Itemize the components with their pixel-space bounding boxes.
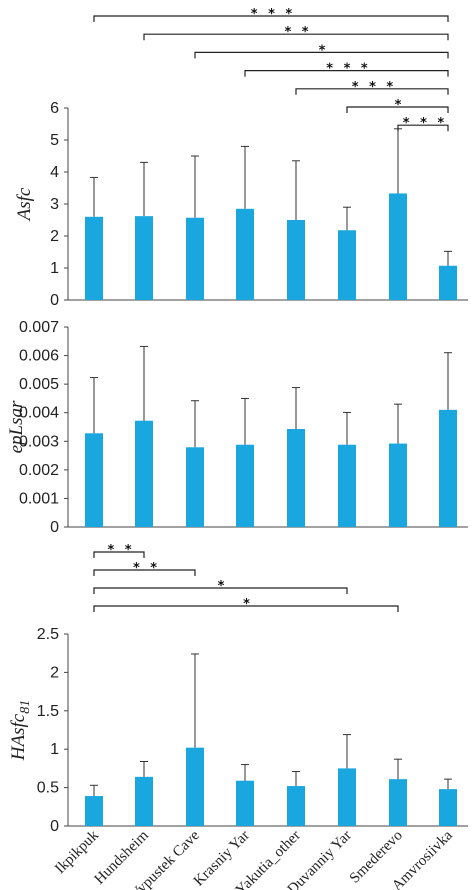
significance-bracket bbox=[143, 33, 449, 41]
bar bbox=[439, 409, 457, 527]
significance-bracket bbox=[93, 569, 196, 576]
y-tick-label: 3 bbox=[50, 196, 59, 213]
significance-bracket bbox=[346, 106, 449, 113]
bar bbox=[389, 443, 407, 527]
bar bbox=[236, 444, 254, 527]
y-tick-label: 1.5 bbox=[37, 703, 59, 720]
bar bbox=[287, 220, 305, 300]
significance-bracket bbox=[93, 551, 145, 558]
bar bbox=[338, 768, 356, 826]
significance-bracket bbox=[244, 70, 449, 77]
y-axis-label-main: epLsar bbox=[6, 400, 27, 453]
significance-bracket bbox=[93, 15, 449, 22]
y-axis-label-subscript: 81 bbox=[18, 700, 33, 714]
significance-stars: * bbox=[395, 98, 405, 113]
significance-stars: * * * bbox=[326, 62, 370, 77]
chart-panel-2: 0 0.001 0.002 0.003 0.004 0.005 0.006 0.007 epLs… bbox=[6, 319, 468, 536]
chart-panel-3: 0 0.5 1 1.5 2 2.5 HAsfc81 * * * * * * bbox=[8, 543, 468, 835]
bar bbox=[389, 779, 407, 826]
bar bbox=[135, 216, 153, 300]
y-axis-label-main: HAsfc bbox=[8, 713, 29, 761]
bar bbox=[85, 216, 103, 300]
y-tick-label: 0.004 bbox=[19, 405, 59, 422]
x-category-label: Ikpikpuk bbox=[52, 827, 102, 877]
significance-bracket bbox=[93, 605, 399, 612]
y-tick-label: 0.007 bbox=[19, 319, 59, 336]
bar bbox=[287, 786, 305, 826]
significance-bracket bbox=[295, 88, 449, 95]
bar bbox=[85, 433, 103, 527]
bar bbox=[186, 217, 204, 300]
y-tick-label: 2 bbox=[50, 228, 59, 245]
bar bbox=[236, 208, 254, 300]
y-tick-label: 5 bbox=[50, 132, 59, 149]
y-tick-label: 2.5 bbox=[37, 626, 59, 643]
y-tick-label: 1 bbox=[50, 260, 59, 277]
bar bbox=[236, 780, 254, 826]
bar bbox=[338, 444, 356, 527]
y-tick-label: 0.5 bbox=[37, 780, 59, 797]
y-tick-label: 0.002 bbox=[19, 462, 59, 479]
significance-stars: * * bbox=[133, 561, 160, 576]
y-tick-label: 0.005 bbox=[19, 376, 59, 393]
bar bbox=[389, 193, 407, 300]
y-tick-label: 1 bbox=[50, 741, 59, 758]
chart-panel-1: 0 1 2 3 4 5 6 Asfc * * * * * * * * * * * * * * * * bbox=[14, 7, 468, 309]
significance-stars: * bbox=[218, 579, 228, 594]
significance-stars: * * bbox=[107, 543, 134, 558]
y-tick-label: 0 bbox=[50, 519, 59, 536]
y-axis-label: epLsar bbox=[6, 400, 27, 453]
y-tick-label: 0 bbox=[50, 292, 59, 309]
y-tick-label: 6 bbox=[50, 100, 59, 117]
significance-stars: * * * bbox=[403, 116, 447, 131]
bar bbox=[186, 747, 204, 826]
significance-bracket bbox=[93, 587, 348, 594]
bar bbox=[439, 789, 457, 826]
bar bbox=[135, 420, 153, 527]
significance-bracket bbox=[194, 51, 449, 59]
y-axis-label-main: Asfc bbox=[14, 187, 35, 222]
y-tick-label: 0 bbox=[50, 818, 59, 835]
y-tick-label: 2 bbox=[50, 664, 59, 681]
significance-stars: * * * bbox=[251, 7, 295, 22]
bar bbox=[85, 796, 103, 826]
bar bbox=[135, 776, 153, 826]
significance-stars: * * bbox=[284, 25, 311, 40]
y-tick-label: 4 bbox=[50, 164, 59, 181]
y-axis-label: Asfc bbox=[14, 187, 35, 222]
bar bbox=[338, 230, 356, 300]
y-axis-label: HAsfc81 bbox=[8, 700, 33, 761]
bar bbox=[439, 265, 457, 300]
bar bbox=[287, 429, 305, 527]
significance-bracket bbox=[397, 124, 449, 132]
y-tick-label: 0.006 bbox=[19, 348, 59, 365]
y-tick-label: 0.001 bbox=[19, 490, 59, 507]
significance-stars: * bbox=[243, 597, 253, 612]
significance-stars: * bbox=[319, 43, 329, 58]
bar bbox=[186, 447, 204, 527]
significance-stars: * * * bbox=[352, 80, 396, 95]
y-tick-label: 0.003 bbox=[19, 433, 59, 450]
